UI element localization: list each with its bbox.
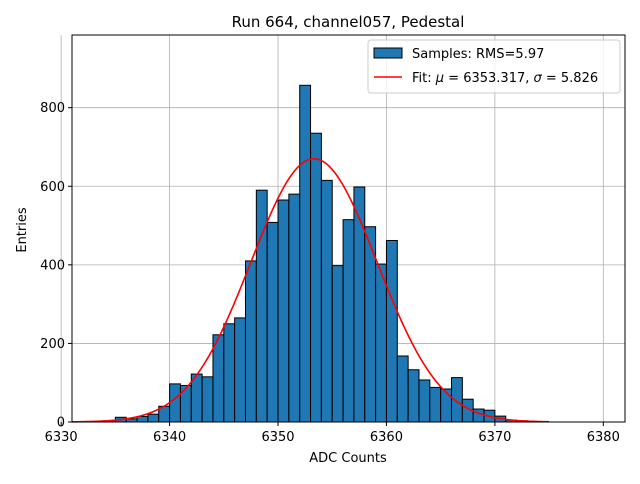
histogram-bar	[234, 317, 246, 423]
x-axis-ticks: 6330 6340 6350 6360 6370 6380	[45, 422, 620, 445]
x-tick-label: 6380	[587, 430, 620, 445]
x-tick-label: 6350	[261, 430, 294, 445]
histogram-bar	[396, 355, 409, 423]
histogram-bar	[299, 84, 312, 423]
histogram-bar	[320, 179, 333, 423]
legend: Samples: RMS=5.97 Fit: μ = 6353.317, σ =…	[367, 39, 621, 94]
histogram-bar	[353, 186, 366, 423]
legend-box	[367, 39, 621, 94]
plot-frame	[71, 34, 626, 423]
histogram-bar	[407, 369, 420, 423]
x-tick-label: 6330	[45, 430, 78, 445]
legend-fit-mu-value: = 6353.317,	[444, 71, 533, 86]
histogram-bar	[440, 388, 453, 423]
legend-fit-label: Fit: μ = 6353.317, σ = 5.826	[412, 71, 598, 86]
x-tick-label: 6360	[370, 430, 403, 445]
histogram-bar	[331, 265, 344, 423]
legend-fit-prefix: Fit:	[412, 71, 436, 86]
histogram-bar	[244, 260, 257, 423]
histogram-bar	[277, 199, 290, 423]
histogram-bar	[418, 379, 431, 423]
histogram-bar	[212, 334, 225, 423]
histogram-bar	[429, 386, 442, 423]
histogram-bar	[136, 415, 149, 423]
histogram-bar	[147, 413, 160, 423]
fit-curve	[71, 157, 550, 423]
x-tick-label: 6340	[153, 430, 186, 445]
histogram-bar	[385, 239, 398, 423]
y-tick-label: 600	[40, 180, 65, 195]
y-tick-label: 200	[40, 337, 65, 352]
legend-fit-sigma-symbol: σ	[534, 71, 543, 86]
histogram-bar	[310, 132, 322, 423]
histogram-bar	[223, 323, 236, 423]
histogram-bar	[288, 193, 301, 423]
histogram-bar	[266, 221, 279, 423]
histogram-bar	[179, 384, 192, 423]
histogram-bar	[375, 263, 387, 423]
y-tick-label: 800	[40, 101, 65, 116]
x-tick-label: 6370	[478, 430, 511, 445]
legend-samples-swatch	[373, 47, 403, 59]
y-tick-label: 0	[57, 416, 65, 431]
histogram-bar	[342, 219, 355, 423]
chart-title: Run 664, channel057, Pedestal	[232, 13, 465, 31]
y-axis-ticks: 0 200 400 600 800	[40, 101, 72, 431]
y-tick-label: 400	[40, 258, 65, 273]
legend-fit-sigma-value: = 5.826	[542, 71, 598, 86]
legend-fit-mu-symbol: μ	[435, 71, 444, 86]
histogram-bar	[169, 383, 181, 423]
legend-samples-label: Samples: RMS=5.97	[412, 47, 544, 62]
histogram-bar	[451, 377, 463, 423]
y-axis-label: Entries	[15, 207, 30, 253]
histogram-bar	[201, 376, 214, 423]
x-axis-label: ADC Counts	[309, 451, 387, 466]
